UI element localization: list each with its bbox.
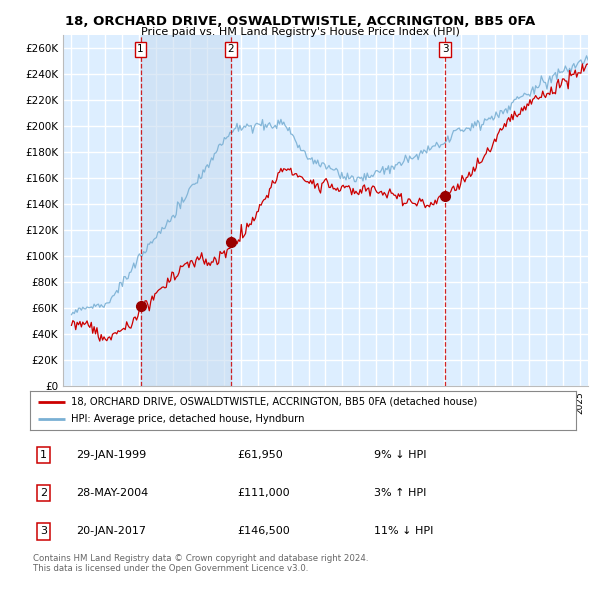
Text: 20-JAN-2017: 20-JAN-2017: [76, 526, 146, 536]
Text: 2: 2: [227, 44, 235, 54]
Text: 1: 1: [40, 450, 47, 460]
Text: £61,950: £61,950: [238, 450, 283, 460]
Text: 29-JAN-1999: 29-JAN-1999: [76, 450, 146, 460]
Text: 3% ↑ HPI: 3% ↑ HPI: [374, 489, 427, 498]
Text: 18, ORCHARD DRIVE, OSWALDTWISTLE, ACCRINGTON, BB5 0FA (detached house): 18, ORCHARD DRIVE, OSWALDTWISTLE, ACCRIN…: [71, 396, 477, 407]
Text: Contains HM Land Registry data © Crown copyright and database right 2024.
This d: Contains HM Land Registry data © Crown c…: [33, 554, 368, 573]
Text: 1: 1: [137, 44, 144, 54]
Text: 2: 2: [40, 489, 47, 498]
Text: 9% ↓ HPI: 9% ↓ HPI: [374, 450, 427, 460]
Text: 3: 3: [40, 526, 47, 536]
Text: 28-MAY-2004: 28-MAY-2004: [76, 489, 149, 498]
Bar: [140, 35, 231, 386]
Text: £146,500: £146,500: [238, 526, 290, 536]
Text: 18, ORCHARD DRIVE, OSWALDTWISTLE, ACCRINGTON, BB5 0FA: 18, ORCHARD DRIVE, OSWALDTWISTLE, ACCRIN…: [65, 15, 535, 28]
Text: HPI: Average price, detached house, Hyndburn: HPI: Average price, detached house, Hynd…: [71, 414, 304, 424]
Text: 3: 3: [442, 44, 448, 54]
Text: 11% ↓ HPI: 11% ↓ HPI: [374, 526, 433, 536]
Text: Price paid vs. HM Land Registry's House Price Index (HPI): Price paid vs. HM Land Registry's House …: [140, 27, 460, 37]
Text: £111,000: £111,000: [238, 489, 290, 498]
